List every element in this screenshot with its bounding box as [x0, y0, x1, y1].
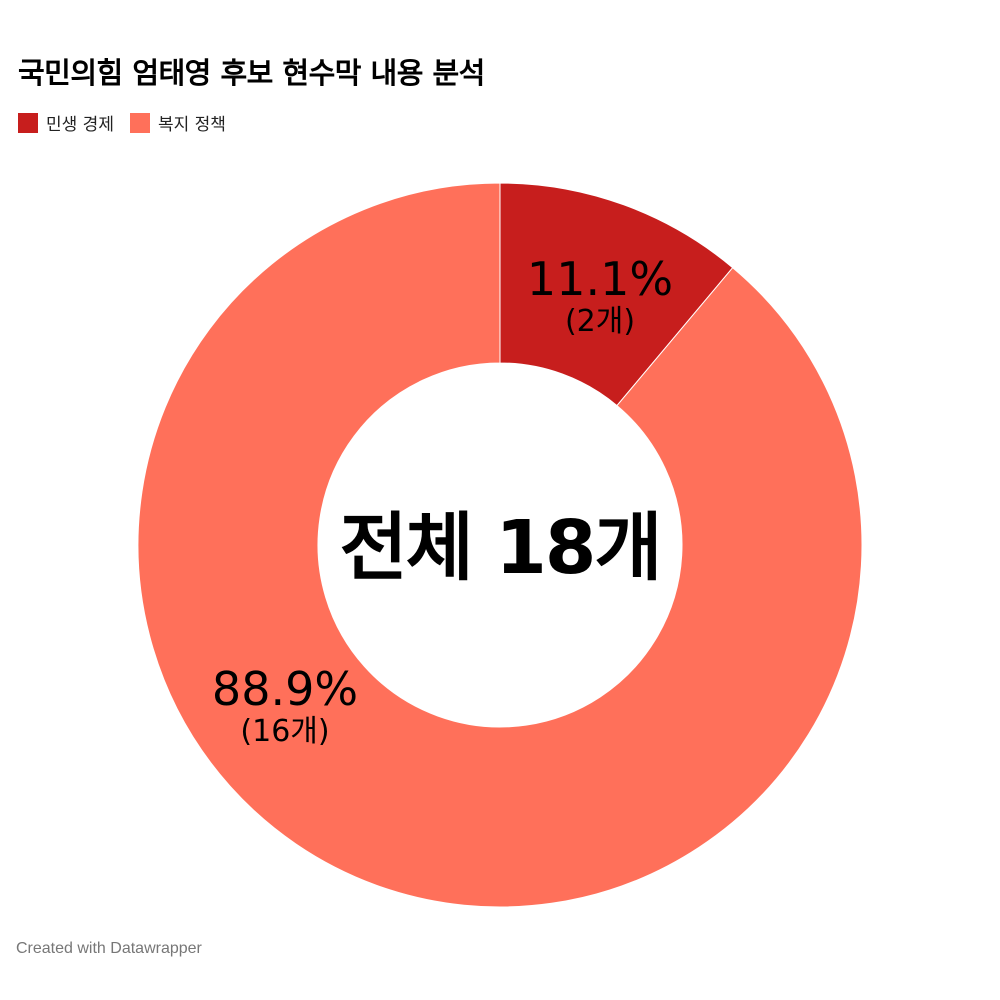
slice-pct: 11.1% [526, 252, 674, 306]
footer-credit: Created with Datawrapper [16, 940, 202, 957]
legend-label: 민생 경제 [46, 115, 114, 135]
legend-swatch-economy [18, 112, 38, 133]
donut-center-label: 전체 18개 [339, 505, 663, 591]
chart-title: 국민의힘 엄태영 후보 현수막 내용 분석 [18, 56, 485, 90]
slice-label-welfare: 88.9% (16개) [195, 664, 375, 748]
slice-pct: 88.9% [211, 662, 359, 716]
legend-swatch-welfare [129, 112, 150, 133]
slice-count: (16개) [240, 713, 330, 749]
legend-label: 복지 정책 [157, 115, 226, 135]
slice-count: (2개) [564, 303, 636, 339]
legend: 민생 경제 복지 정책 [18, 110, 226, 135]
donut-slices [137, 182, 863, 908]
slice-label-economy: 11.1% (2개) [520, 254, 680, 338]
donut-slice-welfare [137, 182, 863, 908]
legend-item-welfare: 복지 정책 [129, 110, 226, 135]
legend-item-economy: 민생 경제 [18, 110, 114, 135]
